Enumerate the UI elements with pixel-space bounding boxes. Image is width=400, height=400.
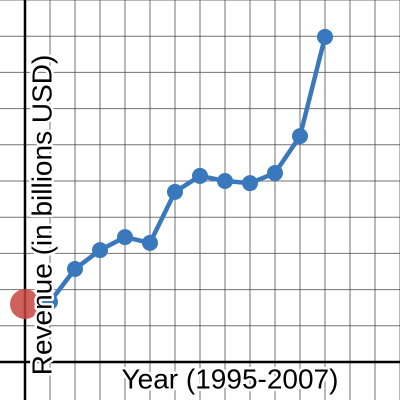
point (10, 289, 40, 320)
marks (10, 28, 333, 320)
point (217, 172, 233, 189)
point (317, 28, 333, 45)
point (92, 242, 108, 259)
line (47, 34, 328, 305)
point (142, 234, 158, 251)
point (167, 183, 183, 200)
point (42, 293, 58, 310)
point (242, 175, 258, 192)
point (192, 167, 208, 184)
point (67, 260, 83, 277)
y-axis-title: Revenue (in billions USD) (26, 55, 57, 376)
x-axis-title: Year (1995-2007) (122, 363, 339, 394)
point (117, 229, 133, 246)
point (292, 128, 308, 145)
point (267, 165, 283, 182)
